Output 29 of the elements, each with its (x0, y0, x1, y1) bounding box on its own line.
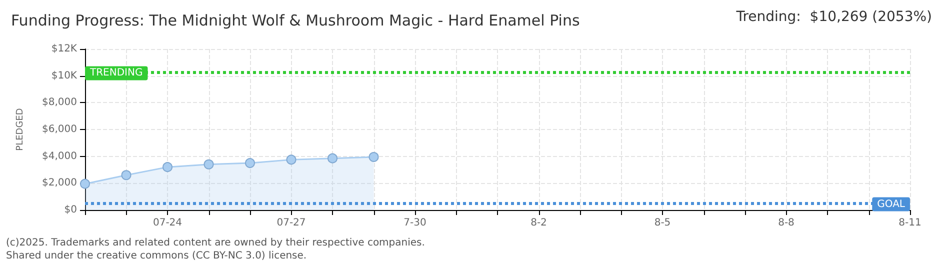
point (286, 154, 296, 165)
x-tick-label: 8-8 (778, 218, 794, 228)
x-tick-label: 8-11 (898, 218, 922, 228)
ref-line-label: GOAL (877, 198, 906, 210)
x-tick-label: 8-5 (654, 218, 671, 228)
text: (c)2025. Trademarks and related content are owned by their respective companies. (6, 238, 425, 248)
point (80, 178, 90, 189)
y-tick-label: $6,000 (42, 124, 77, 135)
y-tick-label: $10K (51, 70, 78, 82)
ref-line-label: TRENDING (89, 68, 143, 79)
y-tick-label: $0 (64, 204, 77, 216)
chart-title: Funding Progress: The Midnight Wolf & Mushroom Magic - Hard Enamel Pins (11, 12, 580, 30)
point (368, 152, 379, 162)
text: Shared under the creative commons (CC BY-NC 3.0) license. (6, 250, 307, 262)
x-tick-label: 8-2 (530, 218, 547, 228)
y-tick-label: $8,000 (42, 97, 77, 108)
y-axis-title: PLEDGED (16, 108, 26, 151)
x-tick-label: 07-27 (276, 218, 306, 228)
y-tick-label: $4,000 (42, 150, 77, 162)
point (162, 162, 172, 172)
point (328, 153, 338, 164)
text: Trending: $10,269 (2053%) (735, 9, 932, 25)
y-tick-label: $2,000 (42, 178, 77, 189)
x-tick-label: 07-24 (152, 218, 182, 228)
x-tick-label: 7-30 (404, 218, 426, 228)
point (204, 159, 214, 170)
y-tick-label: $12K (51, 44, 78, 54)
point (245, 158, 255, 168)
point (121, 170, 132, 180)
